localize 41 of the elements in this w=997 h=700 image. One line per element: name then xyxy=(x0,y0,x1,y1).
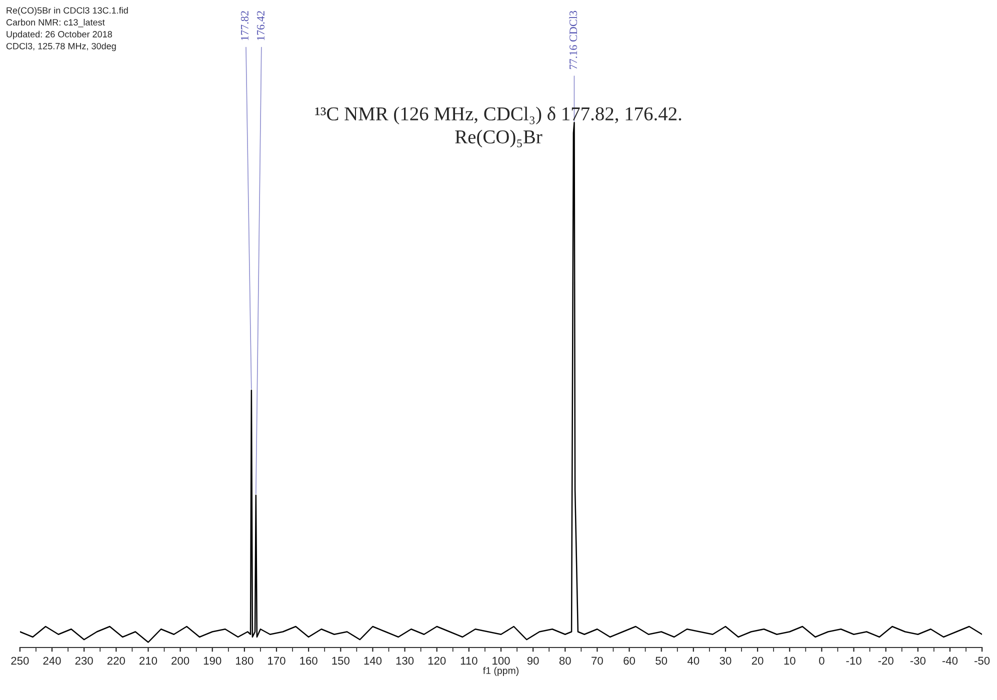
x-tick-label: 130 xyxy=(396,656,414,665)
x-tick-label: 200 xyxy=(172,656,190,665)
x-tick-label: 40 xyxy=(687,656,700,665)
x-tick-label: -20 xyxy=(878,656,894,665)
x-tick-label: 140 xyxy=(364,656,382,665)
x-tick-label: 190 xyxy=(204,656,222,665)
x-tick-label: -50 xyxy=(974,656,990,665)
x-tick-label: 30 xyxy=(720,656,732,665)
x-tick-label: 90 xyxy=(527,656,539,665)
x-tick-label: 230 xyxy=(75,656,93,665)
x-tick-label: 110 xyxy=(460,656,478,665)
x-tick-label: 180 xyxy=(236,656,254,665)
text: Updated: 26 October 2018 xyxy=(6,30,112,40)
annotation: 177.82 xyxy=(240,11,248,40)
x-tick-label: 20 xyxy=(752,656,764,665)
x-tick-label: 170 xyxy=(268,656,286,665)
x-tick-label: 210 xyxy=(140,656,158,665)
x-tick-label: -40 xyxy=(942,656,958,665)
x-tick-label: 120 xyxy=(428,656,446,665)
x-tick-label: 10 xyxy=(784,656,796,665)
x-tick-label: 70 xyxy=(592,656,603,665)
x-tick-label: -10 xyxy=(846,656,862,665)
text: CDCl3, 125.78 MHz, 30deg xyxy=(6,42,116,52)
x-tick-label: 250 xyxy=(11,656,29,665)
x-tick-label: 220 xyxy=(107,656,125,665)
chart-subtitle: Re(CO)₅Br xyxy=(455,130,542,148)
x-tick-label: 100 xyxy=(492,656,510,665)
x-tick-label: 50 xyxy=(656,656,668,665)
text: Re(CO)5Br in CDCl3 13C.1.fid xyxy=(6,7,128,16)
annotation: 77.16 CDCl3 xyxy=(569,10,578,70)
x-axis-title: f1 (ppm) xyxy=(483,666,518,676)
chart-title: ¹³C NMR (126 MHz, CDCl₃) δ 177.82, 176.42. xyxy=(315,106,682,124)
text: Carbon NMR: c13_latest xyxy=(6,18,105,28)
x-tick-label: 160 xyxy=(300,656,318,665)
x-tick-label: 240 xyxy=(43,656,61,665)
x-tick-label: 0 xyxy=(819,656,824,665)
x-tick-label: 80 xyxy=(559,656,571,665)
annotation: 176.42 xyxy=(257,11,265,40)
x-tick-label: 60 xyxy=(624,656,636,665)
x-tick-label: -30 xyxy=(910,656,926,665)
x-tick-label: 150 xyxy=(332,656,350,665)
